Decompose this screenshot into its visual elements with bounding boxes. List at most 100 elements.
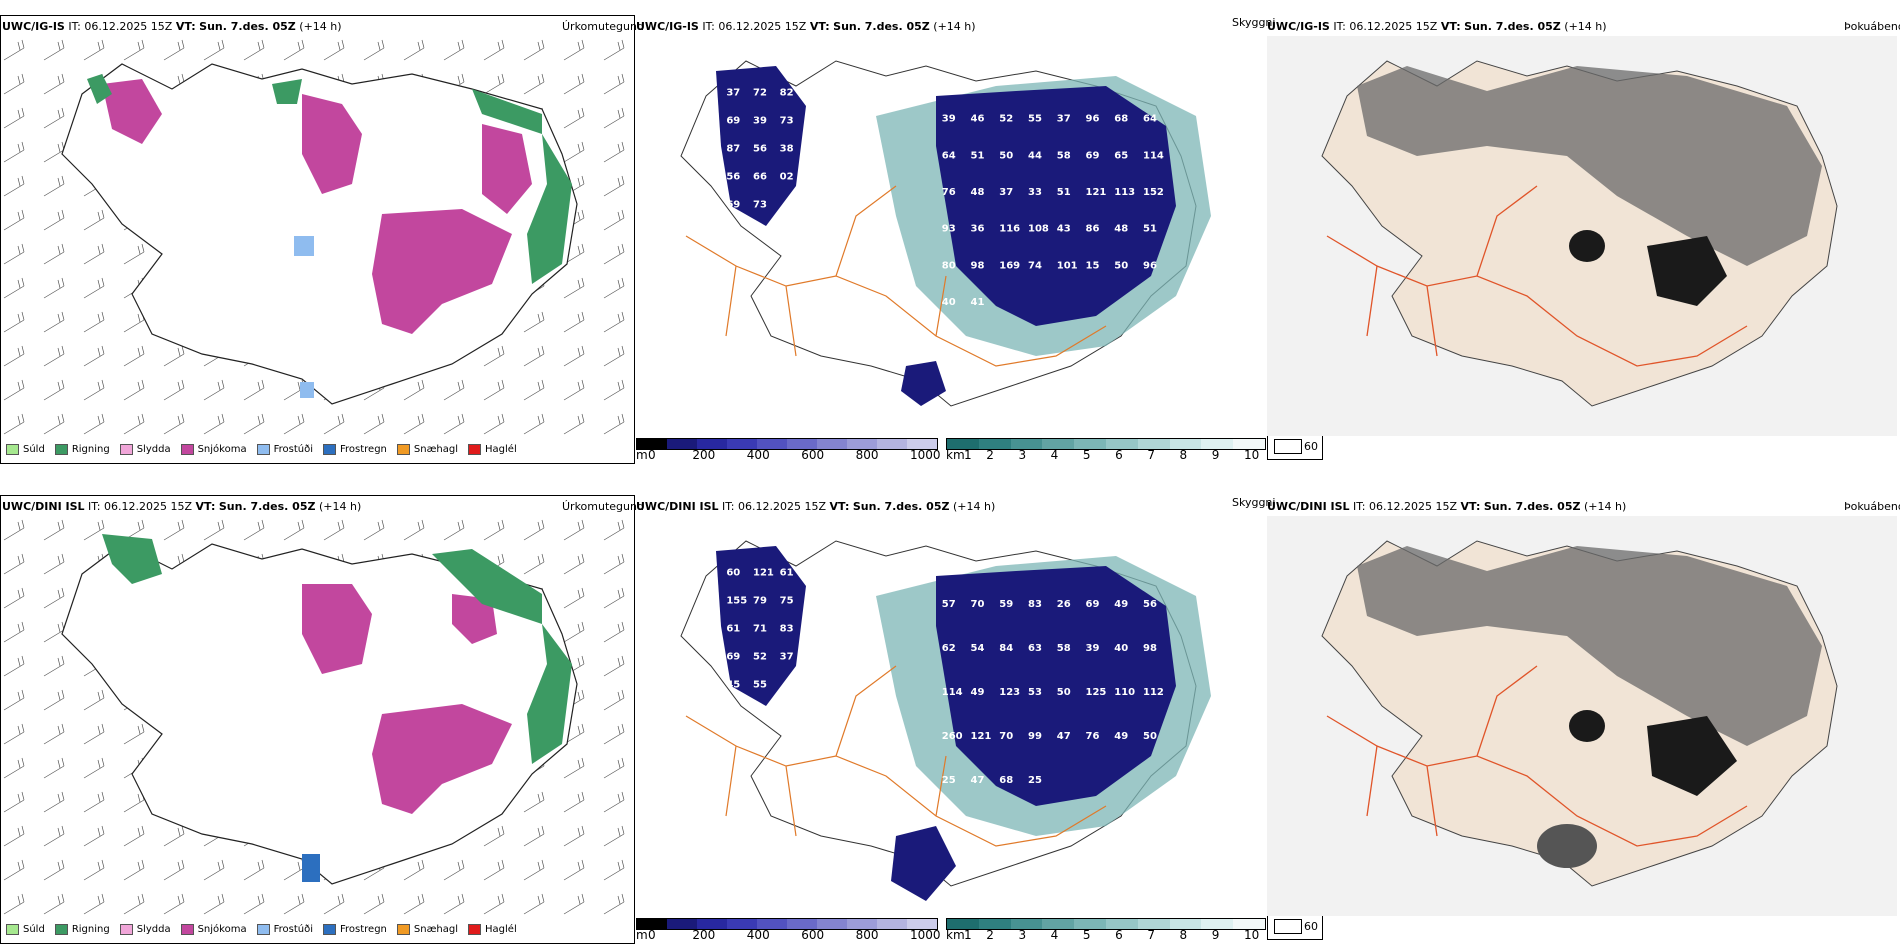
colorbar-tick: 2: [986, 448, 994, 462]
snow-east-area: [452, 594, 497, 644]
cloud-base-label: 98: [1143, 643, 1157, 654]
freezing-rain-south: [302, 854, 320, 882]
colorbar-tick: 800: [855, 448, 879, 462]
colorbar-tick: 1: [964, 928, 972, 942]
cloud-base-label: 50: [1057, 687, 1071, 698]
colorbar-segment: [667, 439, 697, 449]
colorbar-segment: [1137, 439, 1170, 449]
cloud-base-label: 70: [971, 599, 985, 610]
cloud-base-label: 108: [1028, 224, 1049, 235]
legend-item: Súld: [6, 444, 45, 455]
cloud-base-label: 69: [726, 116, 740, 127]
colorbar-tick: 2: [986, 928, 994, 942]
legend-item: Slydda: [119, 924, 171, 935]
cloud-base-label: 51: [1057, 187, 1071, 198]
cloud-base-label: 71: [753, 624, 767, 635]
cloud-base-label: 43: [1057, 224, 1071, 235]
colorbar-segment: [757, 439, 787, 449]
colorbar-tick: 400: [746, 448, 770, 462]
cloud-base-area-east: [936, 566, 1176, 806]
colorbar-segment: [877, 439, 907, 449]
colorbar-tick: 400: [746, 928, 770, 942]
swatch: [6, 444, 19, 455]
colorbar-segment: [1169, 439, 1202, 449]
vis-ticks-2: 1 2 3 4 5 6 7 8 9 10: [964, 928, 1264, 944]
road-network: [685, 665, 1107, 847]
snow-north-area: [302, 584, 372, 674]
swatch: [323, 924, 336, 935]
cloud-base-label: 54: [971, 643, 985, 654]
legend-item: Frostúði: [256, 924, 313, 935]
vis-title-2: UWC/DINI ISL IT: 06.12.2025 15Z VT: Sun.…: [636, 500, 996, 513]
colorbar-segment: [1042, 919, 1075, 929]
swatch: [119, 924, 133, 935]
colorbar-segment: [1137, 919, 1170, 929]
cloud-base-label: 96: [1086, 114, 1100, 125]
ceiling-colorbar-1: [636, 438, 938, 450]
vis-ticks-1: 1 2 3 4 5 6 7 8 9 10: [964, 448, 1264, 464]
cloud-base-label: 02: [780, 172, 794, 183]
cloud-base-label: 86: [1086, 224, 1100, 235]
cloud-base-label: 98: [971, 260, 985, 271]
dark-fog-area-glacier: [1647, 236, 1727, 306]
cloud-base-label: 75: [780, 596, 794, 607]
colorbar-segment: [697, 919, 727, 929]
cloud-base-label: 69: [1086, 150, 1100, 161]
legend-item: Rigning: [54, 924, 110, 935]
colorbar-segment: [787, 919, 817, 929]
freezing-drizzle-spot: [294, 236, 314, 256]
colorbar-segment: [1010, 919, 1043, 929]
swatch: [396, 924, 410, 935]
road-network: [685, 185, 1107, 367]
colorbar-segment: [847, 439, 877, 449]
cloud-base-label: 169: [999, 260, 1020, 271]
colorbar-tick: 600: [801, 928, 825, 942]
cloud-base-label: 56: [753, 144, 767, 155]
colorbar-segment: [637, 439, 667, 449]
cloud-base-label: 69: [1086, 599, 1100, 610]
cloud-base-label: 113: [1114, 187, 1135, 198]
cloud-base-label: 25: [1028, 775, 1042, 786]
cloud-base-label: 41: [971, 297, 985, 308]
colorbar-segment: [1010, 439, 1043, 449]
cloud-base-label: 50: [1114, 260, 1128, 271]
cloud-base-label: 37: [780, 652, 794, 663]
cloud-base-label: 84: [999, 643, 1013, 654]
colorbar-tick: 0: [648, 928, 656, 942]
colorbar-tick: 800: [855, 928, 879, 942]
legend-item: Súld: [6, 924, 45, 935]
precip-legend-1: Súld Rigning Slydda Snjókoma Frostúði Fr…: [6, 444, 527, 455]
cloud-base-label: 46: [971, 114, 985, 125]
swatch: [468, 924, 482, 935]
cloud-base-label: 125: [1086, 687, 1107, 698]
cloud-base-label: 72: [753, 88, 767, 99]
colorbar-segment: [947, 919, 979, 929]
fog-title-2: UWC/DINI ISL IT: 06.12.2025 15Z VT: Sun.…: [1267, 500, 1627, 513]
cloud-base-label: 50: [999, 150, 1013, 161]
cloud-base-label: 37: [726, 88, 740, 99]
cloud-base-label: 40: [942, 297, 956, 308]
ceiling-ticks-1: 0 200 400 600 800 1000: [648, 448, 941, 464]
cloud-base-label: 56: [726, 172, 740, 183]
cloud-base-label: 64: [1143, 114, 1157, 125]
colorbar-tick: 8: [1179, 928, 1188, 942]
cloud-base-label: 68: [1114, 114, 1128, 125]
swatch: [256, 444, 270, 455]
colorbar-tick: 6: [1115, 448, 1123, 462]
cloud-base-label: 55: [1028, 114, 1042, 125]
cloud-base-label: 79: [753, 596, 767, 607]
colorbar-tick: 1: [964, 448, 972, 462]
precip-variable-title-1: Úrkomutegund: [562, 20, 644, 33]
cloud-base-label: 121: [971, 731, 992, 742]
road-network: [1326, 185, 1748, 367]
cloud-base-label: 73: [753, 200, 767, 211]
legend-item: Frostúði: [256, 444, 313, 455]
precip-map-2: [2, 514, 632, 924]
colorbar-tick: 8: [1179, 448, 1188, 462]
cloud-base-label: 39: [942, 114, 956, 125]
precip-panel-2: [0, 495, 635, 944]
colorbar-segment: [787, 439, 817, 449]
cloud-base-label: 48: [971, 187, 985, 198]
cloud-base-label: 57: [942, 599, 956, 610]
cloud-base-label: 65: [1114, 150, 1128, 161]
